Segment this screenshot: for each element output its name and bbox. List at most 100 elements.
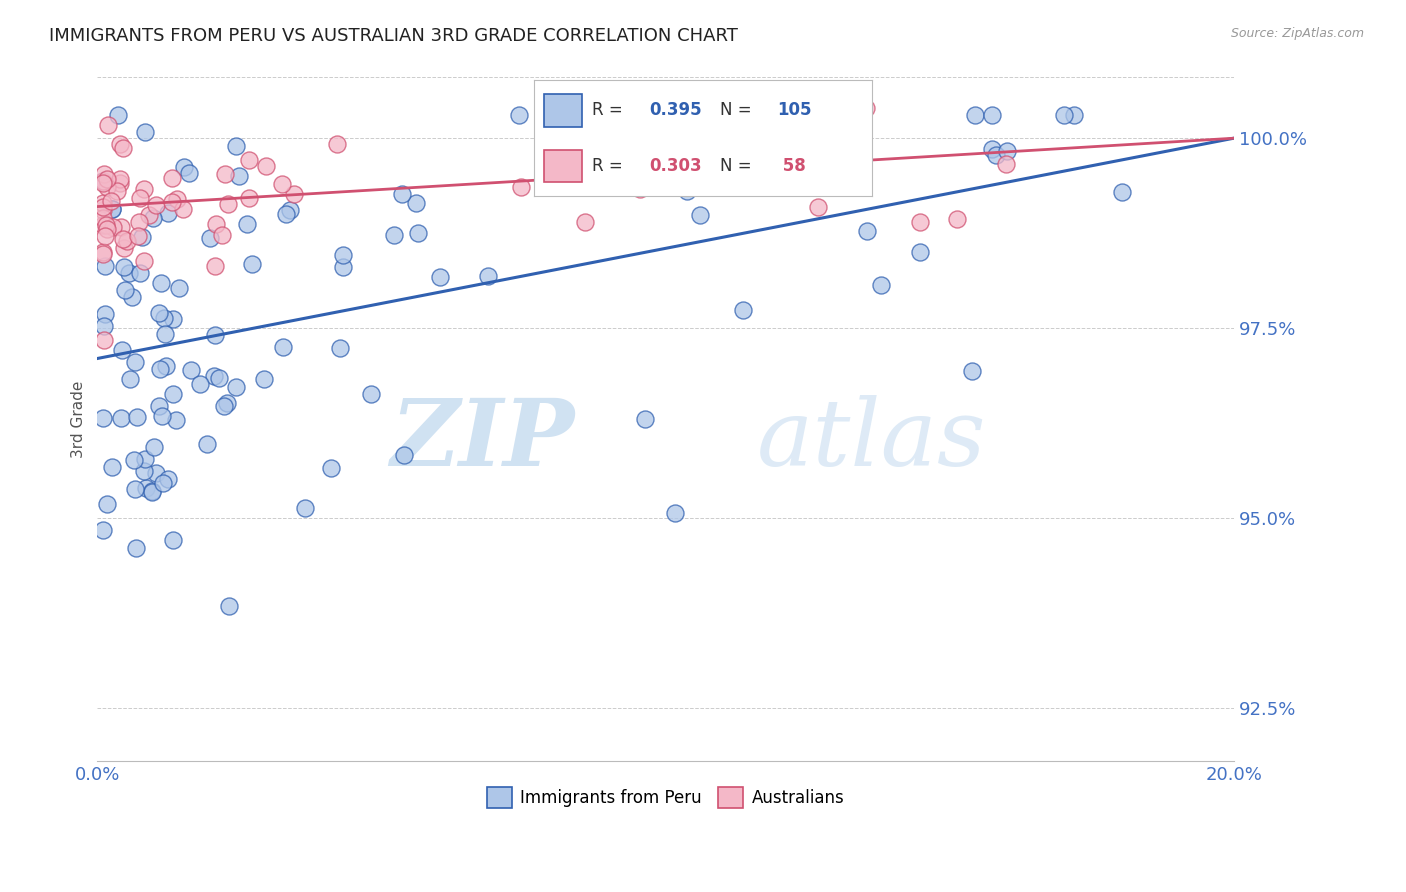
Point (131, 229, 153, 244)
Text: R =: R = (592, 102, 627, 120)
Point (110, 220, 132, 235)
Point (405, 196, 427, 211)
Point (150, 409, 173, 423)
Point (157, 206, 180, 220)
Point (908, 245, 931, 260)
Point (731, 302, 754, 317)
Point (855, 223, 877, 237)
Point (675, 184, 697, 198)
Point (141, 483, 163, 498)
Point (111, 141, 134, 155)
Point (108, 176, 131, 190)
Point (97, 118, 120, 132)
Point (429, 269, 451, 284)
Point (107, 108, 129, 122)
Text: N =: N = (720, 157, 756, 175)
Point (149, 276, 172, 290)
Point (634, 412, 657, 426)
Point (93, 318, 115, 333)
Point (91, 195, 114, 210)
Text: 58: 58 (778, 157, 806, 175)
Point (180, 363, 202, 377)
Point (94, 218, 117, 232)
Point (127, 229, 149, 244)
Point (96, 180, 118, 194)
Point (108, 136, 131, 151)
Point (509, 180, 531, 194)
Point (1063, 108, 1085, 122)
Point (217, 197, 239, 211)
Point (145, 466, 167, 480)
Point (114, 283, 136, 297)
Point (208, 371, 231, 385)
Point (200, 231, 222, 245)
Point (155, 359, 177, 373)
Y-axis label: 3rd Grade: 3rd Grade (72, 381, 86, 458)
Point (689, 208, 711, 222)
Point (253, 372, 276, 386)
Point (100, 202, 122, 216)
Point (91, 523, 114, 537)
Point (855, 101, 877, 115)
Point (134, 451, 156, 466)
Text: 105: 105 (778, 102, 811, 120)
Point (111, 231, 134, 245)
Point (93, 168, 115, 182)
Point (138, 207, 160, 221)
Point (165, 412, 187, 426)
Point (984, 148, 1007, 162)
Point (645, 108, 668, 122)
Point (360, 387, 382, 401)
Point (160, 194, 183, 209)
Text: ZIP: ZIP (391, 395, 575, 484)
Point (96, 172, 118, 186)
Point (93, 333, 115, 347)
Point (801, 108, 824, 122)
Point (477, 268, 499, 283)
Point (127, 410, 149, 425)
Point (100, 194, 122, 208)
Point (581, 136, 603, 150)
Legend: Immigrants from Peru, Australians: Immigrants from Peru, Australians (479, 780, 851, 814)
Point (112, 260, 135, 274)
Point (91, 203, 114, 218)
Point (115, 234, 138, 248)
Point (166, 192, 188, 206)
Point (995, 145, 1018, 159)
Point (179, 166, 201, 180)
Point (283, 186, 305, 201)
Point (108, 172, 131, 186)
Point (93, 228, 115, 243)
Point (148, 306, 170, 320)
Point (628, 181, 651, 195)
Point (211, 228, 233, 243)
Point (205, 218, 228, 232)
Point (125, 541, 148, 555)
Point (225, 139, 247, 153)
Point (204, 328, 226, 343)
Point (508, 108, 530, 122)
Text: atlas: atlas (756, 395, 986, 484)
Text: 0.303: 0.303 (650, 157, 702, 175)
Point (204, 259, 226, 273)
Point (96, 497, 118, 511)
Point (994, 156, 1017, 170)
Point (120, 372, 142, 386)
Point (271, 177, 294, 191)
Point (149, 362, 172, 376)
Point (91, 176, 114, 190)
Point (101, 460, 124, 475)
Point (807, 201, 830, 215)
Point (254, 159, 277, 173)
Point (91, 244, 114, 259)
Text: 0.395: 0.395 (650, 102, 702, 120)
Point (112, 241, 135, 255)
Point (94, 259, 117, 273)
Point (274, 207, 297, 221)
Point (406, 226, 429, 240)
Point (162, 170, 184, 185)
Point (121, 290, 143, 304)
Point (107, 184, 129, 198)
Text: R =: R = (592, 157, 627, 175)
Point (91, 211, 114, 226)
